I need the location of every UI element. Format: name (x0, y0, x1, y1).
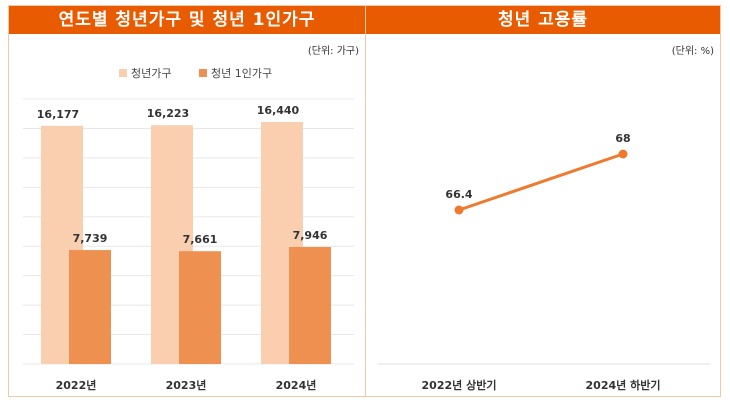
employment-chart-title: 청년 고용률 (366, 6, 720, 34)
data-label: 16,177 (37, 108, 79, 121)
employment-unit-label: (단위: %) (671, 46, 714, 57)
x-tick-label: 2024년 (276, 378, 317, 392)
x-tick-label: 2022년 상반기 (422, 378, 497, 392)
data-point (618, 149, 628, 159)
bar-single-household (179, 251, 221, 364)
data-label: 7,946 (293, 229, 328, 242)
data-label: 16,440 (257, 104, 300, 117)
employment-line-chart: 66.4 2022년 상반기 68 2024년 하반기 (378, 132, 710, 392)
data-label: 16,223 (147, 107, 189, 120)
legend-swatch (199, 69, 207, 77)
employment-chart-panel: 청년 고용률 (단위: %) 66.4 2022년 상반기 68 2024년 하반기 (365, 5, 721, 397)
household-chart-panel: 연도별 청년가구 및 청년 1인가구 (단위: 가구) 청년가구 청년 1인가구 1… (8, 5, 366, 397)
data-label: 7,661 (183, 233, 218, 246)
household-chart-title: 연도별 청년가구 및 청년 1인가구 (9, 6, 365, 34)
data-label: 7,739 (73, 232, 108, 245)
x-tick-label: 2022년 (56, 378, 97, 392)
x-tick-label: 2024년 하반기 (586, 378, 661, 392)
bar-single-household (69, 250, 111, 364)
data-label: 68 (615, 132, 630, 145)
legend-label-1: 청년 1인가구 (211, 67, 272, 80)
legend-label-0: 청년가구 (131, 67, 171, 80)
x-tick-label: 2023년 (166, 378, 207, 392)
series-line (458, 152, 624, 212)
household-unit-label: (단위: 가구) (307, 46, 359, 57)
legend-swatch (119, 69, 127, 77)
data-point (454, 205, 464, 215)
data-label: 66.4 (445, 188, 472, 201)
household-bar-chart: 청년가구 청년 1인가구 16,177 7,739 2022년 16,223 7,661 20… (23, 67, 354, 392)
bar-single-household (289, 247, 331, 364)
